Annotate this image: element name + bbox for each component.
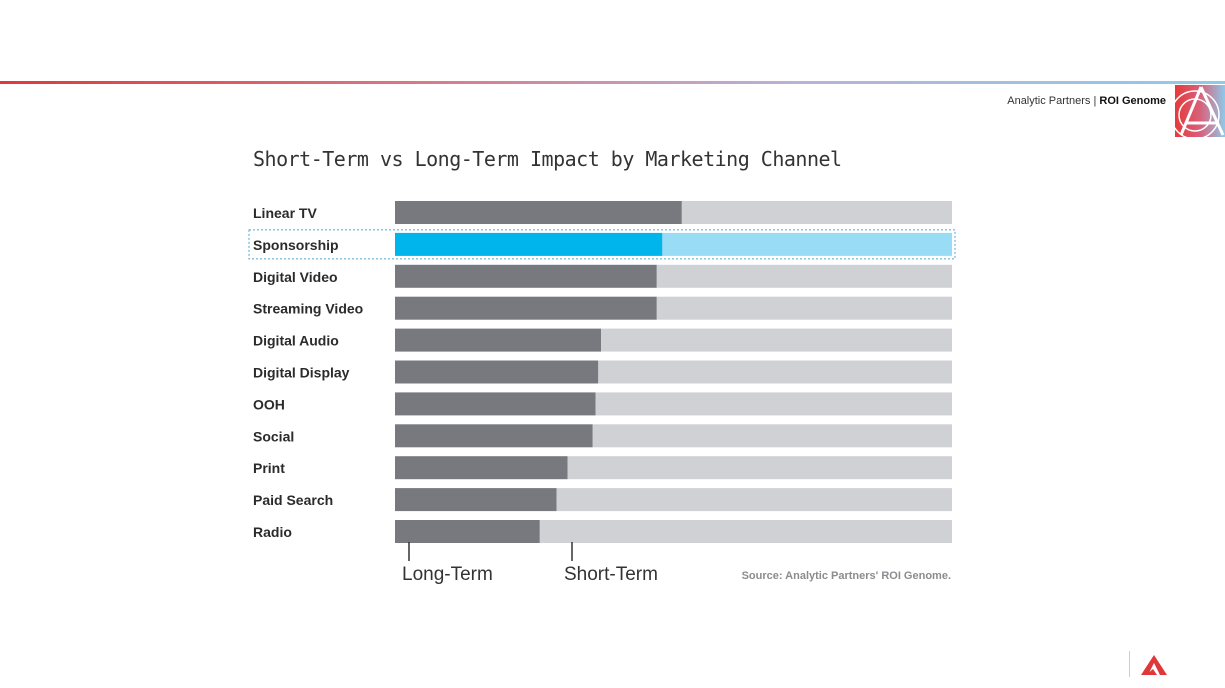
- bar-long-term-print: [395, 456, 568, 480]
- bar-short-term-digital-display: [598, 360, 952, 384]
- roi-genome-logo-icon: [1175, 85, 1225, 137]
- bar-short-term-social: [592, 424, 952, 448]
- category-label-print: Print: [253, 460, 285, 476]
- category-label-digital-audio: Digital Audio: [253, 333, 339, 349]
- analytic-partners-logo-icon: [1140, 654, 1168, 676]
- category-label-social: Social: [253, 428, 294, 444]
- category-label-linear-tv: Linear TV: [253, 205, 317, 221]
- category-label-radio: Radio: [253, 524, 292, 540]
- bar-long-term-radio: [395, 520, 540, 543]
- bar-long-term-digital-video: [395, 264, 657, 288]
- bar-long-term-sponsorship: [395, 232, 663, 256]
- source-note: Source: Analytic Partners' ROI Genome.: [742, 570, 951, 582]
- bar-short-term-radio: [539, 520, 952, 543]
- category-label-paid-search: Paid Search: [253, 492, 333, 508]
- bar-short-term-print: [567, 456, 952, 480]
- chart-title: Short-Term vs Long-Term Impact by Market…: [253, 147, 842, 171]
- bar-long-term-linear-tv: [395, 201, 682, 224]
- header-accent-rule: [0, 81, 1225, 84]
- bar-short-term-streaming-video: [656, 296, 952, 320]
- legend-label-short-term: Short-Term: [564, 564, 658, 585]
- brand-label: Analytic Partners | ROI Genome: [1007, 95, 1166, 107]
- category-label-streaming-video: Streaming Video: [253, 301, 363, 317]
- highlight-outline: [248, 229, 956, 260]
- category-label-sponsorship: Sponsorship: [253, 237, 339, 253]
- category-label-digital-display: Digital Display: [253, 365, 350, 381]
- bar-long-term-social: [395, 424, 593, 448]
- bar-long-term-paid-search: [395, 488, 557, 512]
- bar-long-term-digital-display: [395, 360, 599, 384]
- bar-long-term-ooh: [395, 392, 596, 416]
- brand-company: Analytic Partners: [1007, 95, 1091, 107]
- footer-divider: [1129, 651, 1130, 677]
- bar-short-term-linear-tv: [681, 201, 952, 224]
- brand-separator: |: [1090, 95, 1100, 107]
- bar-long-term-streaming-video: [395, 296, 657, 320]
- bar-long-term-digital-audio: [395, 328, 602, 352]
- bar-short-term-paid-search: [556, 488, 952, 512]
- category-label-ooh: OOH: [253, 396, 285, 412]
- legend-label-long-term: Long-Term: [402, 564, 493, 585]
- category-label-digital-video: Digital Video: [253, 269, 338, 285]
- bar-short-term-digital-audio: [601, 328, 952, 352]
- brand-product: ROI Genome: [1099, 95, 1166, 107]
- bar-short-term-digital-video: [656, 264, 952, 288]
- bar-short-term-ooh: [595, 392, 952, 416]
- bar-short-term-sponsorship: [662, 232, 952, 256]
